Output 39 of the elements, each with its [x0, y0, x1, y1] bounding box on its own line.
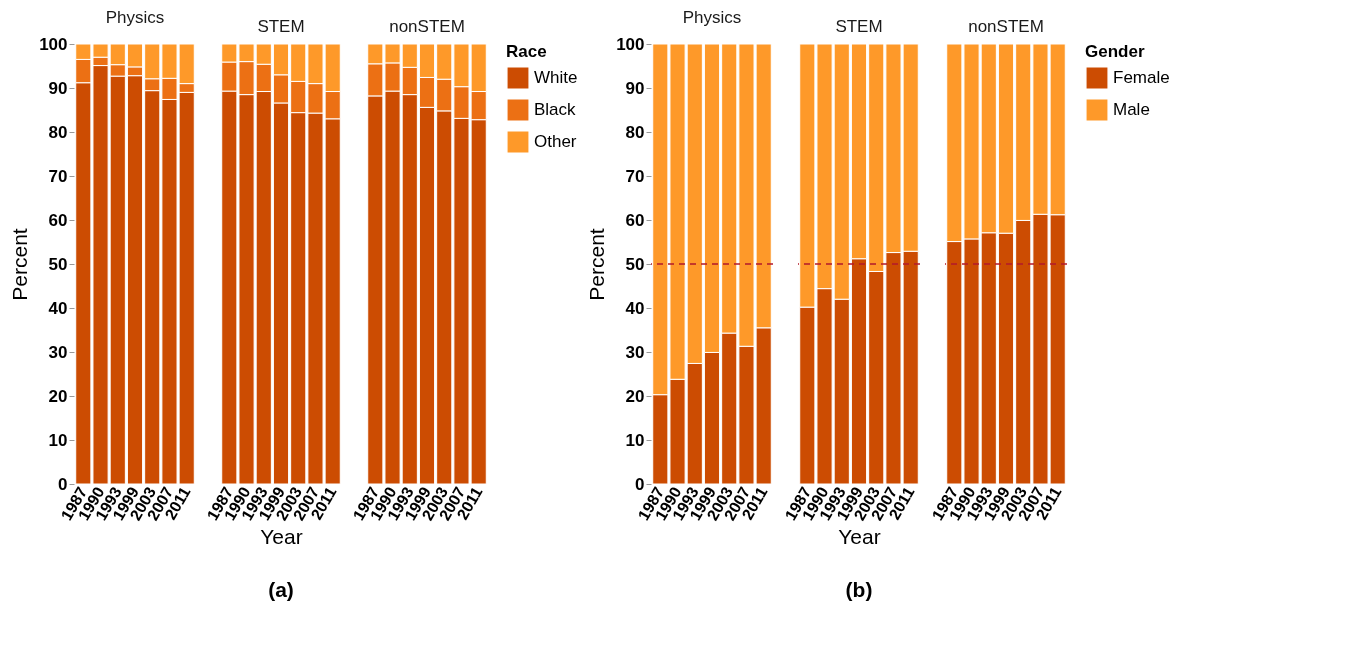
- x-axis-title: Year: [838, 525, 881, 549]
- legend-label: White: [534, 68, 578, 87]
- chart-title: nonSTEM: [389, 16, 465, 36]
- y-tick-label: 10: [625, 430, 645, 450]
- y-axis-title: Percent: [585, 228, 609, 301]
- text: (a): [268, 578, 294, 601]
- y-tick-label: 70: [48, 166, 68, 186]
- y-tick-label: 60: [625, 210, 645, 230]
- legend-label: Black: [534, 100, 577, 119]
- y-tick-label: 90: [625, 78, 645, 98]
- text: (b): [845, 578, 873, 601]
- y-tick-label: 30: [625, 342, 645, 362]
- legend-title: Race: [506, 42, 547, 61]
- y-tick-label: 20: [48, 386, 68, 406]
- y-tick-label: 100: [616, 34, 645, 54]
- chart-title: Physics: [105, 8, 165, 27]
- y-tick-label: 10: [48, 430, 68, 450]
- y-tick-label: 80: [48, 122, 68, 142]
- y-tick-label: 70: [625, 166, 645, 186]
- y-tick-label: 90: [48, 78, 68, 98]
- y-axis-title: Percent: [8, 228, 32, 301]
- chart-title: STEM: [257, 16, 305, 36]
- y-tick-label: 20: [625, 386, 645, 406]
- legend-label: Other: [534, 132, 577, 151]
- y-tick-label: 50: [48, 254, 68, 274]
- chart-title: Physics: [682, 8, 742, 27]
- y-tick-label: 40: [48, 298, 68, 318]
- y-tick-label: 100: [39, 34, 68, 54]
- y-tick-label: 80: [625, 122, 645, 142]
- chart-title: STEM: [835, 16, 883, 36]
- legend-label: Male: [1113, 100, 1150, 119]
- y-tick-label: 50: [625, 254, 645, 274]
- legend-title: Gender: [1085, 42, 1145, 61]
- y-tick-label: 60: [48, 210, 68, 230]
- y-tick-label: 30: [48, 342, 68, 362]
- x-axis-title: Year: [260, 525, 303, 549]
- legend-label: Female: [1113, 68, 1170, 87]
- chart-title: nonSTEM: [968, 16, 1044, 36]
- y-tick-label: 40: [625, 298, 645, 318]
